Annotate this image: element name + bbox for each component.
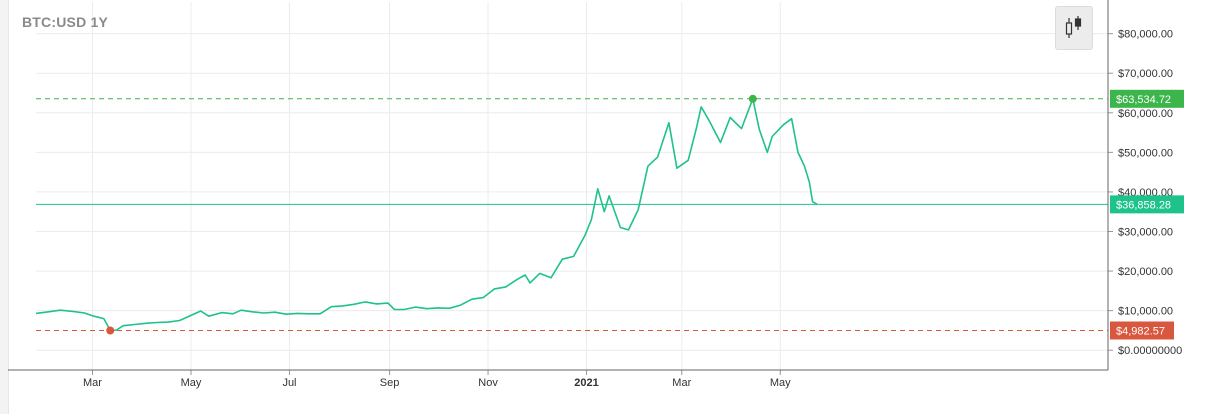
low-point — [106, 326, 115, 335]
candlestick-icon — [1065, 16, 1082, 38]
x-tick-label: 2021 — [574, 377, 598, 389]
axes: Mar May Jul Sep Nov 2021 Mar May $0.00000000 $10,… — [8, 0, 1182, 389]
low-price-tag — [1110, 321, 1174, 340]
chart-title: BTC:USD 1Y — [22, 14, 109, 30]
current-price-label: $36,858.28 — [1116, 199, 1171, 211]
high-point — [748, 94, 757, 103]
series-line — [35, 98, 818, 332]
reference-lines — [36, 98, 1108, 331]
y-tick-label: $30,000.00 — [1118, 227, 1173, 239]
x-tick-label: Nov — [478, 377, 498, 389]
price-tags: $63,534.72 $36,858.28 $4,982.57 — [1110, 89, 1184, 340]
chart-type-button[interactable] — [1055, 6, 1093, 50]
y-tick-label: $10,000.00 — [1118, 306, 1173, 318]
series-layer — [35, 94, 818, 335]
high-price-label: $63,534.72 — [1116, 94, 1171, 106]
x-tick-label: May — [770, 377, 791, 389]
y-tick-label: $0.00000000 — [1118, 345, 1182, 357]
grid — [36, 2, 1108, 370]
x-tick-label: Mar — [83, 377, 102, 389]
y-tick-label: $70,000.00 — [1118, 68, 1173, 80]
y-tick-label: $60,000.00 — [1118, 108, 1173, 120]
x-tick-label: Mar — [672, 377, 691, 389]
y-tick-label: $80,000.00 — [1118, 29, 1173, 41]
x-tick-label: Jul — [282, 377, 296, 389]
low-price-label: $4,982.57 — [1116, 325, 1165, 337]
y-tick-label: $50,000.00 — [1118, 147, 1173, 159]
x-tick-label: Sep — [380, 377, 400, 389]
x-tick-label: May — [181, 377, 202, 389]
high-price-tag — [1110, 89, 1184, 108]
y-tick-label: $20,000.00 — [1118, 266, 1173, 278]
current-price-tag — [1110, 195, 1184, 214]
